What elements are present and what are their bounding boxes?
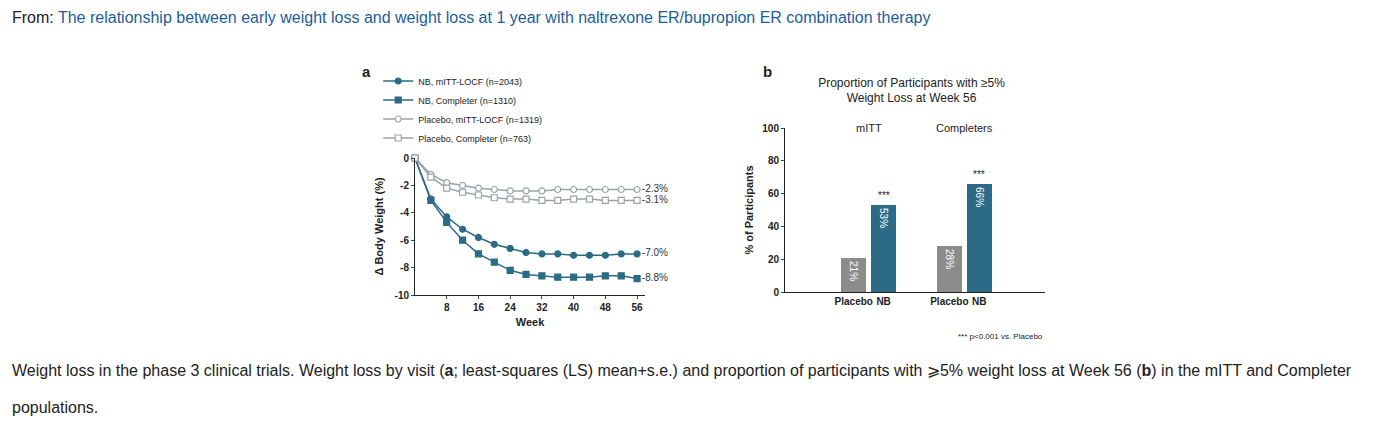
- svg-text:NB, Completer (n=1310): NB, Completer (n=1310): [418, 96, 516, 106]
- svg-text:NB, mITT-LOCF (n=2043): NB, mITT-LOCF (n=2043): [418, 77, 522, 87]
- svg-text:-6: -6: [400, 235, 409, 246]
- svg-text:24: 24: [505, 302, 517, 313]
- svg-text:28%: 28%: [944, 249, 955, 269]
- svg-text:100: 100: [762, 123, 779, 134]
- svg-text:-4: -4: [400, 207, 409, 218]
- svg-text:40: 40: [568, 302, 580, 313]
- svg-text:0: 0: [773, 287, 779, 298]
- svg-text:66%: 66%: [974, 187, 985, 207]
- svg-text:Proportion of Participants wit: Proportion of Participants with ≥5%Weigh…: [818, 76, 1005, 106]
- html-text:b: b: [763, 63, 773, 80]
- svg-text:Week: Week: [516, 316, 545, 328]
- svg-text:-7.0%: -7.0%: [642, 247, 668, 258]
- svg-text:-8: -8: [400, 262, 409, 273]
- svg-text:Placebo: Placebo: [930, 296, 968, 307]
- svg-text:-10: -10: [395, 290, 410, 301]
- svg-text:48: 48: [600, 302, 612, 313]
- html-text:a: a: [362, 63, 371, 80]
- svg-text:16: 16: [473, 302, 485, 313]
- svg-text:-8.8%: -8.8%: [642, 272, 668, 283]
- html-text:Weight loss in the phase 3 cli: Weight loss in the phase 3 clinical tria…: [12, 362, 1352, 416]
- svg-text:***: ***: [878, 190, 890, 201]
- svg-text:80: 80: [768, 155, 780, 166]
- svg-text:Δ Body Weight (%): Δ Body Weight (%): [373, 177, 385, 275]
- svg-text:21%: 21%: [848, 261, 859, 281]
- svg-text:-3.1%: -3.1%: [642, 194, 668, 205]
- svg-text:% of Participants: % of Participants: [743, 165, 755, 254]
- svg-text:NB: NB: [972, 296, 986, 307]
- svg-text:NB: NB: [876, 296, 890, 307]
- svg-text:40: 40: [768, 221, 780, 232]
- svg-text:8: 8: [444, 302, 450, 313]
- svg-text:60: 60: [768, 188, 780, 199]
- svg-text:56: 56: [632, 302, 644, 313]
- svg-text:-2: -2: [400, 180, 409, 191]
- svg-text:Completers: Completers: [936, 122, 993, 134]
- svg-text:Placebo, mITT-LOCF (n=1319): Placebo, mITT-LOCF (n=1319): [418, 115, 542, 125]
- svg-text:-2.3%: -2.3%: [642, 183, 668, 194]
- svg-text:20: 20: [768, 254, 780, 265]
- svg-text:32: 32: [536, 302, 548, 313]
- svg-text:0: 0: [403, 153, 409, 164]
- svg-text:***: ***: [973, 169, 985, 180]
- svg-text:Placebo: Placebo: [835, 296, 873, 307]
- svg-text:*** p<0.001 vs. Placebo: *** p<0.001 vs. Placebo: [958, 332, 1043, 341]
- svg-text:mITT: mITT: [856, 122, 882, 134]
- svg-text:53%: 53%: [878, 208, 889, 228]
- svg-text:Placebo, Completer (n=763): Placebo, Completer (n=763): [418, 134, 531, 144]
- html-text:From: The relationship between: From: The relationship between early wei…: [12, 9, 931, 26]
